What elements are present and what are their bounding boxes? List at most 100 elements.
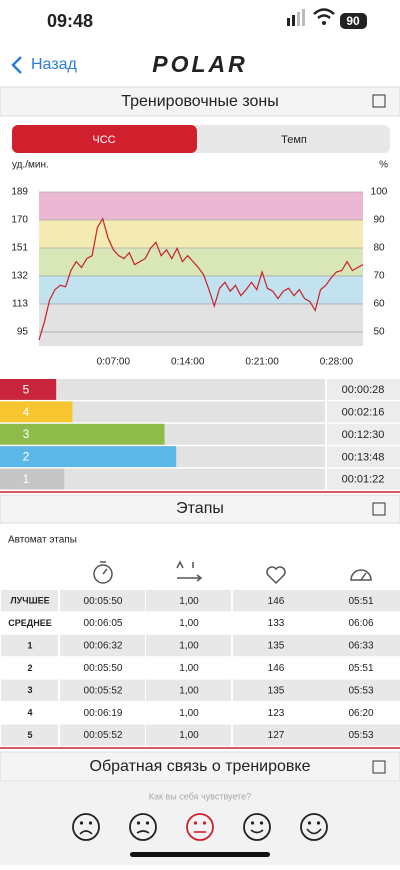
zone-label: 4 xyxy=(23,405,30,419)
tab-label[interactable]: ЧСС xyxy=(92,134,115,146)
wifi-icon xyxy=(313,8,335,20)
table-cell-text: 00:06:05 xyxy=(84,618,123,629)
table-cell xyxy=(318,679,400,701)
table-cell-text: 06:20 xyxy=(348,708,373,719)
table-cell xyxy=(318,612,400,634)
table-cell xyxy=(60,590,145,612)
export-icon[interactable] xyxy=(372,760,386,774)
export-icon[interactable] xyxy=(372,502,386,516)
status-time: 09:48 xyxy=(47,11,93,31)
face-eye xyxy=(193,821,198,825)
face-eye xyxy=(307,821,312,825)
face-eye xyxy=(88,821,93,825)
table-cell xyxy=(60,657,145,679)
table-cell xyxy=(146,657,231,679)
zone-bar xyxy=(0,446,177,468)
signal-icon xyxy=(287,18,290,26)
zone-time: 00:01:22 xyxy=(342,474,385,486)
wifi-icon xyxy=(322,21,326,25)
table-cell-text: 05:53 xyxy=(348,730,373,741)
table-cell xyxy=(318,634,400,657)
face-outline xyxy=(129,813,157,841)
tab-active[interactable] xyxy=(12,125,197,153)
face-icon[interactable] xyxy=(300,813,328,841)
table-cell xyxy=(1,590,58,612)
x-tick-label: 0:28:00 xyxy=(320,357,354,368)
face-icon[interactable] xyxy=(72,813,100,841)
zone-row xyxy=(0,401,325,423)
zone-time: 00:00:28 xyxy=(342,384,385,396)
logo: POLAR xyxy=(152,51,248,77)
zone-time: 00:12:30 xyxy=(342,429,385,441)
table-cell xyxy=(233,724,318,746)
face-outline xyxy=(186,813,214,841)
face-mouth xyxy=(79,830,93,835)
face-icon[interactable] xyxy=(186,813,214,841)
face-icon[interactable] xyxy=(129,813,157,841)
table-cell xyxy=(1,612,58,634)
table-cell-text: 123 xyxy=(268,708,285,719)
zone-row xyxy=(0,379,325,400)
export-icon[interactable] xyxy=(372,94,386,108)
y-tick-label: 113 xyxy=(12,299,28,310)
table-cell xyxy=(1,724,58,746)
zone-bar xyxy=(0,379,57,400)
hr-line xyxy=(38,217,364,341)
table-cell xyxy=(318,702,400,724)
y2-tick-label: 60 xyxy=(373,299,385,310)
face-eye xyxy=(145,821,150,825)
feedback-faces xyxy=(72,813,328,841)
table-cell xyxy=(1,702,58,724)
table-cell-text: 135 xyxy=(268,641,285,652)
table-cell-text: 06:33 xyxy=(348,641,373,652)
y-tick-label: 189 xyxy=(11,187,28,198)
y2-tick-label: 50 xyxy=(373,327,385,338)
table-cell-text: 127 xyxy=(268,730,285,741)
face-eye xyxy=(79,821,84,825)
table-subtitle: Автомат этапы xyxy=(8,535,77,546)
y2-tick-label: 90 xyxy=(373,215,385,226)
battery xyxy=(340,13,367,29)
zone-time-cell xyxy=(327,468,400,490)
face-outline xyxy=(243,813,271,841)
table-cell-text: ЛУЧШЕЕ xyxy=(10,596,49,606)
back-button[interactable]: Назад xyxy=(31,56,78,73)
table-cell xyxy=(146,634,231,657)
y-axis-label: уд./мин. xyxy=(12,160,49,171)
feedback-question: Как вы себя чувствуете? xyxy=(149,791,251,801)
y2-axis-label: % xyxy=(379,160,388,171)
table-cell-text: 146 xyxy=(268,596,285,607)
zone-bar xyxy=(0,423,165,445)
face-icon[interactable] xyxy=(243,813,271,841)
table-cell-text: 05:51 xyxy=(348,663,373,674)
table-cell-text: 1,00 xyxy=(179,618,199,629)
table-cell xyxy=(233,702,318,724)
face-eye xyxy=(250,821,255,825)
table-cell-text: 2 xyxy=(27,663,32,673)
zone-time-cell xyxy=(327,423,400,445)
zone-label: 3 xyxy=(23,427,30,441)
table-cell xyxy=(233,657,318,679)
y-tick-label: 132 xyxy=(11,271,28,282)
column-icons xyxy=(93,560,372,585)
tab-label[interactable]: Темп xyxy=(281,134,307,146)
table-cell xyxy=(146,679,231,701)
y-tick-label: 170 xyxy=(11,215,28,226)
section-header xyxy=(0,751,400,782)
section-header xyxy=(0,86,400,117)
table-cell-text: 00:06:32 xyxy=(84,641,123,652)
table-cell-text: 06:06 xyxy=(348,618,373,629)
table-cell xyxy=(146,590,231,612)
y2-tick-label: 80 xyxy=(373,243,385,254)
table-cell-text: 1,00 xyxy=(179,596,199,607)
x-tick-label: 0:14:00 xyxy=(171,357,205,368)
back-arrow[interactable] xyxy=(11,56,22,74)
table-cell xyxy=(1,679,58,701)
zone-time: 00:02:16 xyxy=(342,407,385,419)
zone-time: 00:13:48 xyxy=(342,451,385,463)
face-outline xyxy=(72,813,100,841)
face-eye xyxy=(136,821,141,825)
zone-label: 2 xyxy=(23,450,30,464)
